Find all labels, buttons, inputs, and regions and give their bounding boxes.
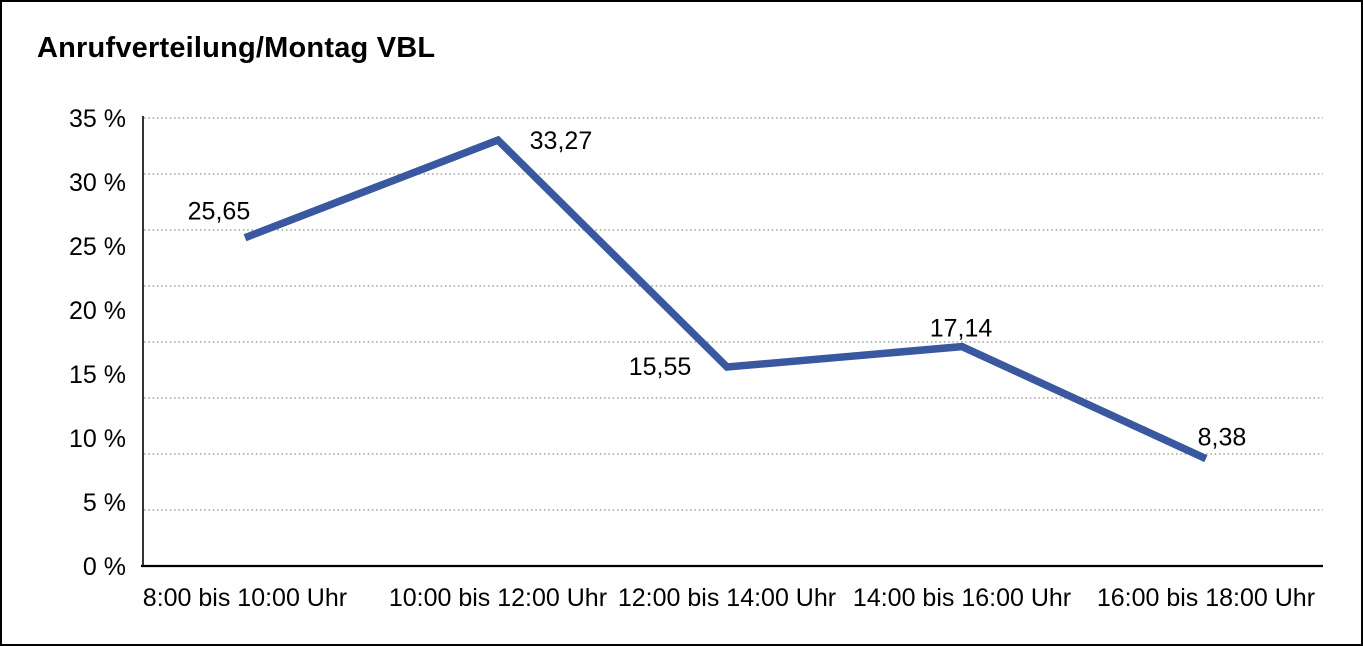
x-axis-tick-labels: 8:00 bis 10:00 Uhr 10:00 bis 12:00 Uhr 12:… bbox=[143, 584, 1315, 612]
axes bbox=[141, 116, 1323, 568]
data-line bbox=[243, 135, 1208, 463]
x-tick-label: 10:00 bis 12:00 Uhr bbox=[389, 584, 607, 612]
y-tick-label: 20 % bbox=[69, 297, 126, 325]
y-tick-label: 0 % bbox=[83, 553, 126, 581]
y-tick-label: 15 % bbox=[69, 361, 126, 389]
chart-title: Anrufverteilung/Montag VBL bbox=[37, 32, 436, 64]
data-point-label: 17,14 bbox=[930, 315, 993, 343]
x-tick-label: 12:00 bis 14:00 Uhr bbox=[618, 584, 836, 612]
x-tick-label: 8:00 bis 10:00 Uhr bbox=[143, 584, 347, 612]
data-point-label: 25,65 bbox=[188, 198, 251, 226]
y-tick-label: 25 % bbox=[69, 233, 126, 261]
data-point-labels: 25,65 33,27 15,55 17,14 8,38 bbox=[188, 127, 1247, 452]
y-tick-label: 5 % bbox=[83, 489, 126, 517]
y-tick-label: 35 % bbox=[69, 105, 126, 133]
y-axis-tick-labels: 35 % 30 % 25 % 20 % 15 % 10 % 5 % 0 % bbox=[69, 105, 126, 581]
data-point-label: 8,38 bbox=[1198, 424, 1247, 452]
x-tick-label: 16:00 bis 18:00 Uhr bbox=[1097, 584, 1315, 612]
x-tick-label: 14:00 bis 16:00 Uhr bbox=[853, 584, 1071, 612]
data-point-label: 15,55 bbox=[629, 353, 692, 381]
gridlines bbox=[144, 117, 1323, 511]
y-tick-label: 30 % bbox=[69, 169, 126, 197]
data-point-label: 33,27 bbox=[530, 127, 593, 155]
y-tick-label: 10 % bbox=[69, 425, 126, 453]
data-series bbox=[243, 135, 1208, 463]
